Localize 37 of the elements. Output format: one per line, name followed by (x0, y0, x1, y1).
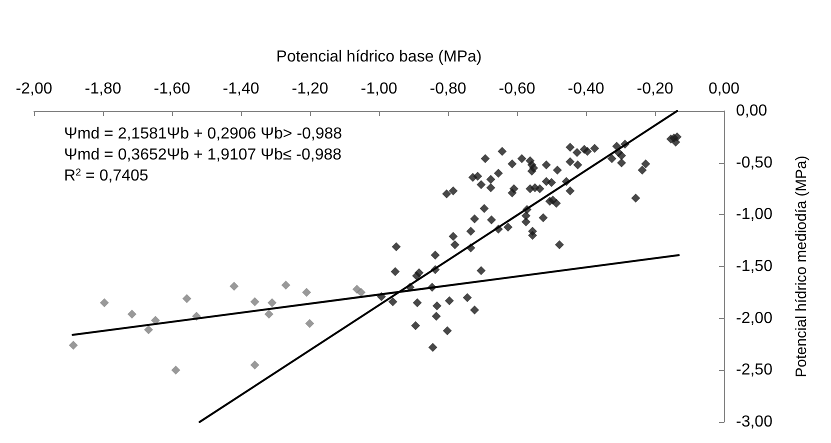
x-tick-label: -1,80 (84, 80, 122, 98)
x-axis-title: Potencial hídrico base (MPa) (276, 48, 482, 66)
x-tick-label: -0,40 (568, 80, 604, 98)
x-tick-label: -0,80 (430, 80, 466, 98)
y-tick-label: -0,50 (736, 154, 773, 172)
point (281, 280, 290, 290)
point (268, 298, 277, 308)
point (250, 297, 260, 306)
y-tick-label: -3,00 (736, 414, 773, 430)
y-axis-title: Potencial hídrico mediodía (MPa) (793, 156, 810, 378)
point (264, 310, 274, 319)
x-tick-label: -1,60 (154, 80, 190, 98)
point (305, 319, 314, 328)
x-tick-label: -1,00 (360, 80, 398, 98)
point (250, 360, 260, 370)
y-tick-label: -1,50 (736, 258, 773, 275)
point (302, 288, 312, 297)
point (356, 288, 366, 297)
y-tick-label: 0,00 (736, 102, 768, 120)
y-tick-label: -2,00 (736, 310, 773, 327)
annotation: Ψmd = 0,3652Ψb + 1,9107 Ψb≤ -0,988 (64, 146, 342, 164)
x-tick-label: -2,00 (16, 80, 52, 98)
point (127, 310, 136, 319)
point (171, 366, 180, 375)
point (68, 340, 78, 350)
x-tick-label: 0,00 (708, 80, 740, 98)
x-tick-label: -0,60 (498, 80, 536, 98)
point (182, 294, 192, 304)
x-tick-label: -0,20 (636, 80, 674, 98)
point (144, 325, 154, 334)
annotation: Ψmd = 2,1581Ψb + 0,2906 Ψb> -0,988 (64, 126, 342, 142)
y-tick-label: -1,00 (736, 206, 773, 224)
x-tick-label: -1,20 (292, 80, 328, 98)
point (100, 298, 109, 308)
x-tick-label: -1,40 (222, 80, 260, 98)
point (230, 282, 239, 291)
y-tick-label: -2,50 (736, 362, 773, 379)
